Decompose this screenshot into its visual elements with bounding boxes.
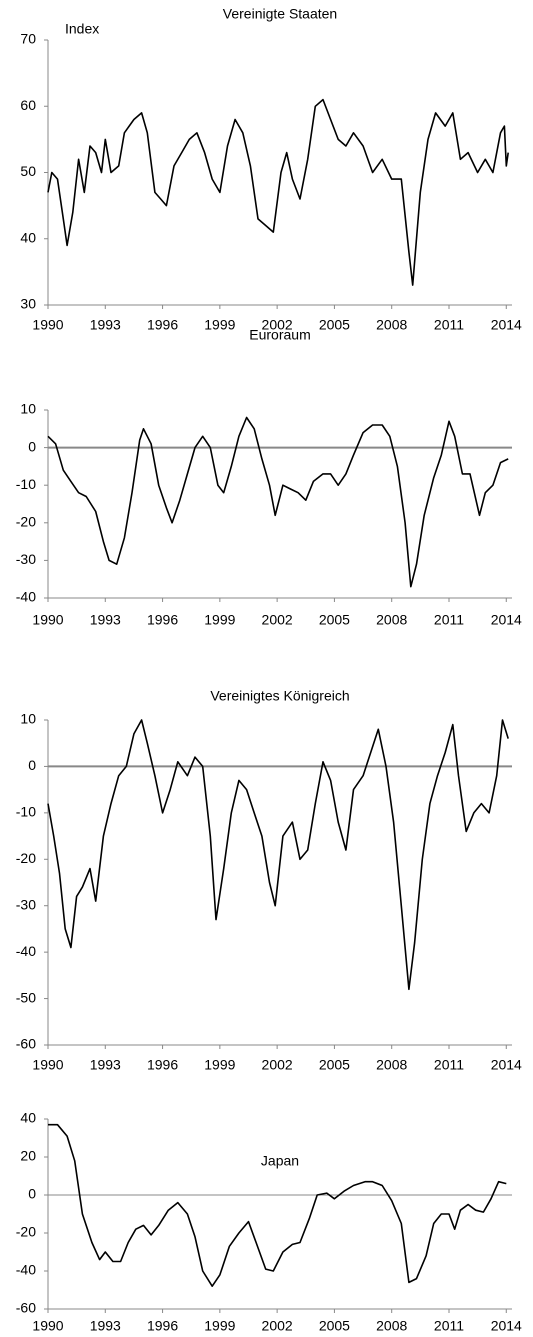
y-tick-label: 40 xyxy=(20,229,36,245)
x-tick-label: 2014 xyxy=(491,317,522,333)
x-tick-label: 2005 xyxy=(319,317,350,333)
y-tick-label: -30 xyxy=(16,551,36,567)
x-tick-label: 2008 xyxy=(376,317,407,333)
x-tick-label: 2008 xyxy=(376,1318,407,1334)
x-tick-label: 1999 xyxy=(204,317,235,333)
chart-title: Japan xyxy=(261,1153,299,1169)
x-tick-label: 2014 xyxy=(491,1318,522,1334)
data-line xyxy=(48,1123,507,1287)
y-tick-label: 50 xyxy=(20,163,36,179)
x-tick-label: 2014 xyxy=(491,1057,522,1073)
x-tick-label: 1996 xyxy=(147,317,178,333)
x-tick-label: 1999 xyxy=(204,1318,235,1334)
y-tick-label: 0 xyxy=(28,757,36,773)
y-axis-label: Index xyxy=(65,21,99,37)
x-tick-label: 1993 xyxy=(90,317,121,333)
x-tick-label: 1996 xyxy=(147,1318,178,1334)
y-tick-label: 20 xyxy=(20,1148,36,1164)
y-tick-label: -60 xyxy=(16,1036,36,1052)
x-tick-label: 2005 xyxy=(319,1318,350,1334)
y-tick-label: -10 xyxy=(16,804,36,820)
x-tick-label: 1993 xyxy=(90,612,121,628)
x-tick-label: 2002 xyxy=(262,612,293,628)
x-tick-label: 1990 xyxy=(32,1057,63,1073)
x-tick-label: 1993 xyxy=(90,1318,121,1334)
y-tick-label: -40 xyxy=(16,1262,36,1278)
x-tick-label: 2005 xyxy=(319,1057,350,1073)
x-tick-label: 2005 xyxy=(319,612,350,628)
x-tick-label: 2011 xyxy=(434,317,464,333)
x-tick-label: 1996 xyxy=(147,612,178,628)
y-tick-label: 10 xyxy=(20,401,36,417)
x-tick-label: 1996 xyxy=(147,1057,178,1073)
x-tick-label: 1999 xyxy=(204,1057,235,1073)
y-tick-label: -60 xyxy=(16,1300,36,1316)
x-tick-label: 2014 xyxy=(491,612,522,628)
y-tick-label: 60 xyxy=(20,97,36,113)
y-tick-label: -20 xyxy=(16,850,36,866)
y-tick-label: 0 xyxy=(28,1186,36,1202)
x-tick-label: 1990 xyxy=(32,317,63,333)
y-tick-label: 70 xyxy=(20,31,36,47)
y-tick-label: -10 xyxy=(16,476,36,492)
x-tick-label: 1999 xyxy=(204,612,235,628)
y-tick-label: -30 xyxy=(16,896,36,912)
y-tick-label: 30 xyxy=(20,296,36,312)
y-tick-label: -20 xyxy=(16,514,36,530)
x-tick-label: 1993 xyxy=(90,1057,121,1073)
y-tick-label: -40 xyxy=(16,943,36,959)
x-tick-label: 2008 xyxy=(376,612,407,628)
x-tick-label: 2011 xyxy=(434,612,464,628)
y-tick-label: 0 xyxy=(28,438,36,454)
data-line xyxy=(47,98,509,286)
x-tick-label: 2011 xyxy=(434,1318,464,1334)
data-line xyxy=(47,719,509,991)
x-tick-label: 2002 xyxy=(262,1057,293,1073)
y-tick-label: -50 xyxy=(16,989,36,1005)
x-tick-label: 2002 xyxy=(262,317,293,333)
x-tick-label: 2002 xyxy=(262,1318,293,1334)
x-tick-label: 2008 xyxy=(376,1057,407,1073)
chart-title: Vereinigte Staaten xyxy=(223,6,337,22)
chart-title: Euroraum xyxy=(249,327,310,343)
chart-title: Vereinigtes Königreich xyxy=(210,688,349,704)
y-tick-label: -20 xyxy=(16,1224,36,1240)
y-tick-label: 10 xyxy=(20,711,36,727)
y-tick-label: 40 xyxy=(20,1110,36,1126)
x-tick-label: 1990 xyxy=(32,612,63,628)
y-tick-label: -40 xyxy=(16,589,36,605)
x-tick-label: 2011 xyxy=(434,1057,464,1073)
x-tick-label: 1990 xyxy=(32,1318,63,1334)
data-line xyxy=(47,416,509,588)
